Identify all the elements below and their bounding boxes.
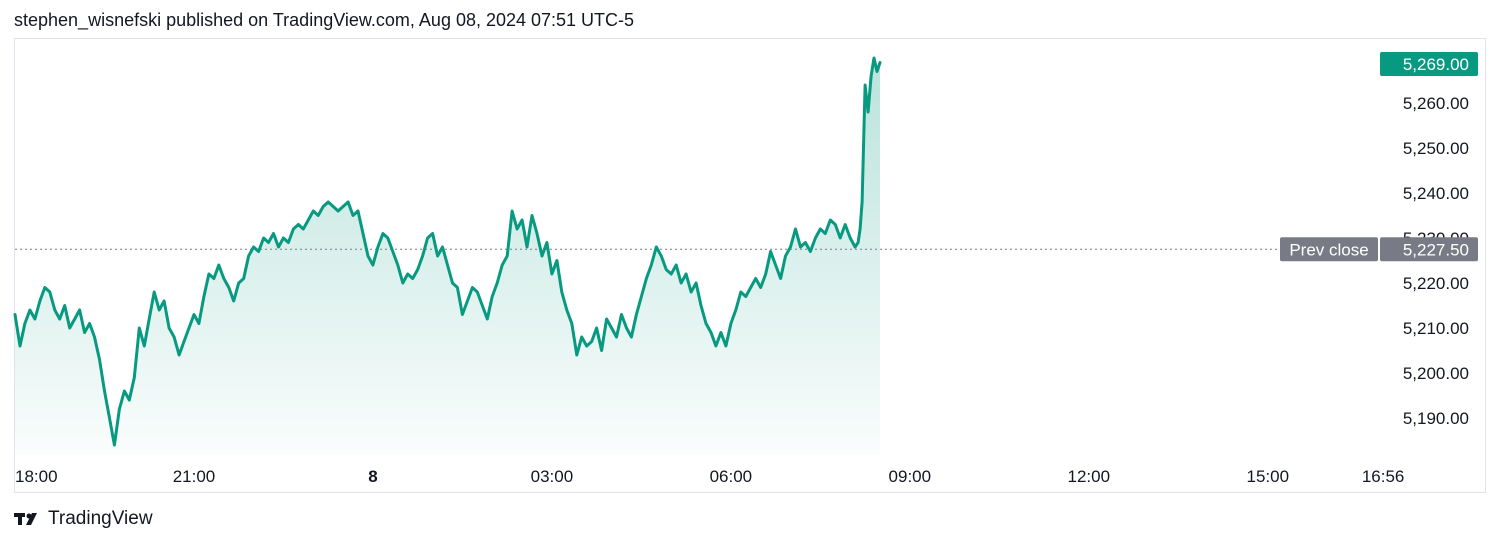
x-tick-label: 15:00 [1246,467,1289,486]
tradingview-brand[interactable]: TradingView [14,508,153,530]
y-tick-label: 5,220.00 [1403,274,1469,293]
x-tick-label: 16:56 [1362,467,1405,486]
price-line [13,56,882,447]
y-tick-label: 5,240.00 [1403,184,1469,203]
last-price-value: 5,269.00 [1403,55,1469,74]
x-tick-label: 8 [368,467,377,486]
prev-close-value: 5,227.50 [1403,240,1469,259]
brand-name: TradingView [48,508,153,529]
x-tick-label: 12:00 [1068,467,1111,486]
y-tick-label: 5,260.00 [1403,94,1469,113]
x-tick-label: 03:00 [531,467,574,486]
y-tick-label: 5,200.00 [1403,364,1469,383]
chart-frame [14,38,1486,493]
x-tick-label: 09:00 [889,467,932,486]
x-tick-label: 18:00 [15,467,58,486]
prev-close-label: Prev close [1289,240,1368,259]
y-tick-label: 5,190.00 [1403,409,1469,428]
price-area-fill [15,58,880,455]
tradingview-logo-icon [14,513,37,525]
publisher-line: stephen_wisnefski published on TradingVi… [14,10,635,30]
x-tick-label: 06:00 [710,467,753,486]
y-tick-label: 5,210.00 [1403,319,1469,338]
last-price-badge [1380,52,1478,76]
prev-close-value-badge [1380,237,1478,262]
x-tick-label: 21:00 [173,467,216,486]
prev-close-badge [1280,237,1378,262]
y-tick-label: 5,250.00 [1403,139,1469,158]
